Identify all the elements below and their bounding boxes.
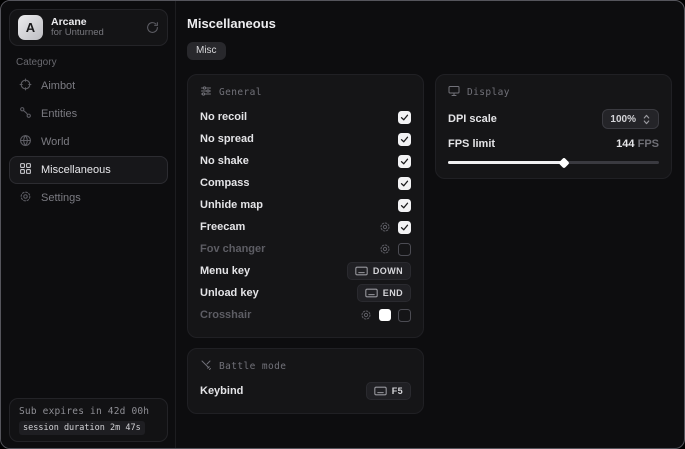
sidebar: A Arcane for Unturned Category Aimbot: [1, 1, 176, 448]
gear-icon[interactable]: [379, 243, 391, 255]
sidebar-item-miscellaneous[interactable]: Miscellaneous: [9, 156, 168, 184]
sliders-icon: [200, 85, 212, 100]
sidebar-item-entities[interactable]: Entities: [9, 100, 168, 128]
app-avatar: A: [18, 15, 43, 40]
gear-icon[interactable]: [379, 221, 391, 233]
setting-label: No shake: [200, 155, 249, 167]
fps-slider-fill: [448, 161, 565, 164]
setting-row: Menu key DOWN: [200, 260, 411, 282]
sidebar-item-settings[interactable]: Settings: [9, 184, 168, 212]
unfold-icon: [643, 114, 650, 124]
setting-row: Keybind F5: [200, 380, 411, 402]
setting-label: No recoil: [200, 111, 248, 123]
setting-row: Freecam: [200, 216, 411, 238]
setting-label: Crosshair: [200, 309, 252, 321]
crosshair-checkbox[interactable]: [398, 308, 411, 322]
panel-title: General: [219, 87, 262, 98]
globe-icon: [19, 134, 32, 150]
fps-limit-slider[interactable]: [448, 156, 659, 169]
freecam-checkbox[interactable]: [398, 220, 411, 234]
setting-label: No spread: [200, 133, 254, 145]
sidebar-item-label: Miscellaneous: [41, 164, 111, 176]
subscription-card: Sub expires in 42d 00h session duration …: [9, 398, 168, 442]
setting-label: Freecam: [200, 221, 246, 233]
crosshair-color-swatch[interactable]: [379, 309, 391, 321]
fps-slider-thumb[interactable]: [558, 156, 570, 169]
setting-label: Keybind: [200, 385, 244, 397]
setting-row: No recoil: [200, 106, 411, 128]
compass-checkbox[interactable]: [398, 176, 411, 190]
keyboard-icon: [373, 386, 387, 396]
sidebar-item-aimbot[interactable]: Aimbot: [9, 72, 168, 100]
setting-label: DPI scale: [448, 113, 497, 125]
crosshair-icon: [19, 78, 32, 94]
tab-misc[interactable]: Misc: [187, 42, 226, 60]
no-spread-checkbox[interactable]: [398, 132, 411, 146]
grid-icon: [19, 162, 32, 178]
setting-label: Fov changer: [200, 243, 266, 255]
entities-icon: [19, 106, 32, 122]
no-shake-checkbox[interactable]: [398, 154, 411, 168]
app-subtitle: for Unturned: [51, 27, 104, 39]
setting-row: Unhide map: [200, 194, 411, 216]
main-content: Miscellaneous Misc Gene: [177, 1, 684, 448]
gear-icon[interactable]: [360, 309, 372, 321]
page-title: Miscellaneous: [187, 16, 276, 31]
setting-row: Unload key END: [200, 282, 411, 304]
setting-row: No shake: [200, 150, 411, 172]
sidebar-nav: Aimbot Entities World: [9, 72, 168, 212]
battle-mode-panel: Battle mode Keybind F5: [187, 348, 424, 414]
battle-keybind-button[interactable]: F5: [365, 382, 411, 400]
tab-bar: Misc: [187, 42, 672, 60]
fps-limit-value: 144 FPS: [616, 138, 659, 150]
sidebar-item-label: World: [41, 136, 70, 148]
monitor-icon: [448, 85, 460, 100]
unload-key-button[interactable]: END: [356, 284, 411, 302]
fov-changer-checkbox[interactable]: [398, 242, 411, 256]
setting-row: Fov changer: [200, 238, 411, 260]
setting-label: Unload key: [200, 287, 259, 299]
sub-expiry-text: Sub expires in 42d 00h: [19, 406, 150, 417]
sidebar-item-label: Settings: [41, 192, 81, 204]
keyboard-icon: [355, 266, 368, 276]
setting-row: No spread: [200, 128, 411, 150]
general-panel: General No recoil No spread No shake: [187, 74, 424, 338]
setting-label: Menu key: [200, 265, 251, 277]
setting-label: Unhide map: [200, 199, 263, 211]
swords-icon: [200, 359, 212, 374]
category-label: Category: [16, 57, 57, 68]
display-panel: Display DPI scale 100% FPS limit: [435, 74, 672, 179]
setting-label: FPS limit: [448, 138, 496, 150]
sidebar-item-world[interactable]: World: [9, 128, 168, 156]
panel-title: Display: [467, 87, 510, 98]
dpi-scale-select[interactable]: 100%: [602, 109, 659, 129]
app-name: Arcane: [51, 16, 87, 28]
setting-row: Compass: [200, 172, 411, 194]
panel-title: Battle mode: [219, 361, 287, 372]
setting-row: Crosshair: [200, 304, 411, 326]
unhide-map-checkbox[interactable]: [398, 198, 411, 212]
setting-row: DPI scale 100%: [448, 106, 659, 132]
reload-icon[interactable]: [146, 21, 159, 34]
app-header-card: A Arcane for Unturned: [9, 9, 168, 46]
sidebar-item-label: Entities: [41, 108, 78, 120]
no-recoil-checkbox[interactable]: [398, 110, 411, 124]
session-duration-badge: session duration 2m 47s: [19, 421, 145, 435]
sidebar-item-label: Aimbot: [41, 80, 76, 92]
setting-row: FPS limit 144 FPS: [448, 134, 659, 154]
keyboard-icon: [365, 288, 378, 298]
setting-label: Compass: [200, 177, 250, 189]
menu-key-button[interactable]: DOWN: [346, 262, 411, 280]
gear-icon: [19, 190, 32, 206]
